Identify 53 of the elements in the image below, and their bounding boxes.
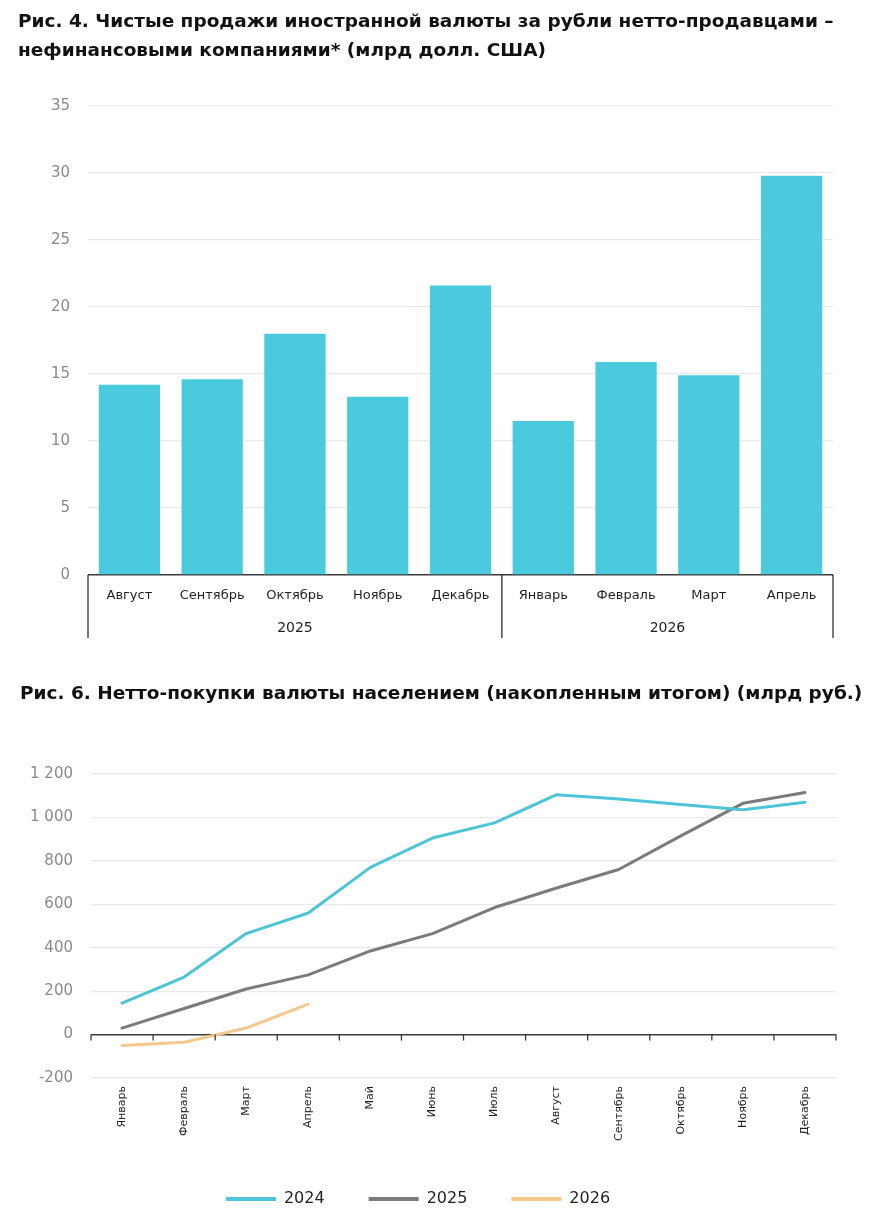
chart-title: Рис. 4. Чистые продажи иностранной валюты за рубли нетто-продавцами – нефинансовыми компаниями* (млрд долл. США) — [18, 9, 835, 62]
x-tick-label: Сентябрь — [179, 587, 245, 603]
x-tick-label: Февраль — [176, 1086, 190, 1136]
y-tick-label: 5 — [60, 497, 70, 516]
legend-label: 2025 — [426, 1188, 468, 1208]
bar — [760, 175, 823, 575]
y-tick-label: 0 — [60, 564, 70, 583]
y-tick-label: 0 — [63, 1024, 73, 1043]
x-tick-label: Август — [549, 1085, 563, 1125]
y-tick-label: 1 200 — [30, 763, 73, 782]
y-tick-label: 15 — [50, 363, 70, 382]
text: 2026 — [649, 618, 686, 635]
x-tick-label: Ноябрь — [352, 587, 403, 603]
chart-title: Рис. 6. Нетто-покупки валюты населением (накопленным итогом) (млрд руб.) — [20, 681, 864, 705]
x-tick-label: Май — [363, 1086, 377, 1110]
bar — [181, 379, 243, 575]
bar — [429, 285, 492, 575]
bar — [98, 384, 161, 575]
x-tick-label: Февраль — [596, 587, 656, 603]
legend-label: 2024 — [283, 1188, 325, 1208]
y-tick-label: 10 — [50, 430, 70, 449]
text: 2025 — [277, 618, 313, 635]
y-tick-label: 600 — [44, 894, 73, 913]
y-tick-label: 1 000 — [30, 807, 73, 826]
y-tick-label: -200 — [38, 1067, 73, 1086]
x-tick-label: Январь — [114, 1086, 128, 1128]
legend-label: 2026 — [569, 1188, 611, 1208]
y-tick-label: 400 — [44, 937, 73, 956]
x-tick-label: Апрель — [301, 1086, 315, 1128]
x-tick-label: Ноябрь — [735, 1086, 749, 1128]
x-tick-label: Октябрь — [266, 587, 324, 603]
x-tick-label: Март — [691, 587, 727, 603]
bar — [512, 420, 574, 575]
x-tick-label: Декабрь — [797, 1086, 811, 1135]
x-tick-label: Сентябрь — [611, 1086, 625, 1141]
x-tick-label: Октябрь — [673, 1086, 687, 1135]
x-tick-label: Июнь — [425, 1086, 439, 1118]
y-tick-label: 35 — [50, 95, 70, 114]
x-tick-label: Апрель — [766, 587, 817, 603]
y-tick-label: 20 — [50, 296, 70, 315]
x-tick-label: Август — [106, 587, 153, 603]
y-tick-label: 30 — [50, 162, 70, 181]
bar — [595, 361, 657, 575]
x-tick-label: Март — [239, 1085, 253, 1116]
x-tick-label: Декабрь — [431, 587, 490, 603]
y-tick-label: 25 — [50, 229, 70, 248]
y-tick-label: 200 — [44, 981, 73, 1000]
bar — [678, 375, 740, 575]
x-tick-label: Январь — [518, 587, 568, 603]
y-tick-label: 800 — [44, 850, 73, 869]
bar — [347, 396, 409, 575]
x-tick-label: Июль — [487, 1086, 501, 1118]
bar — [264, 333, 326, 575]
